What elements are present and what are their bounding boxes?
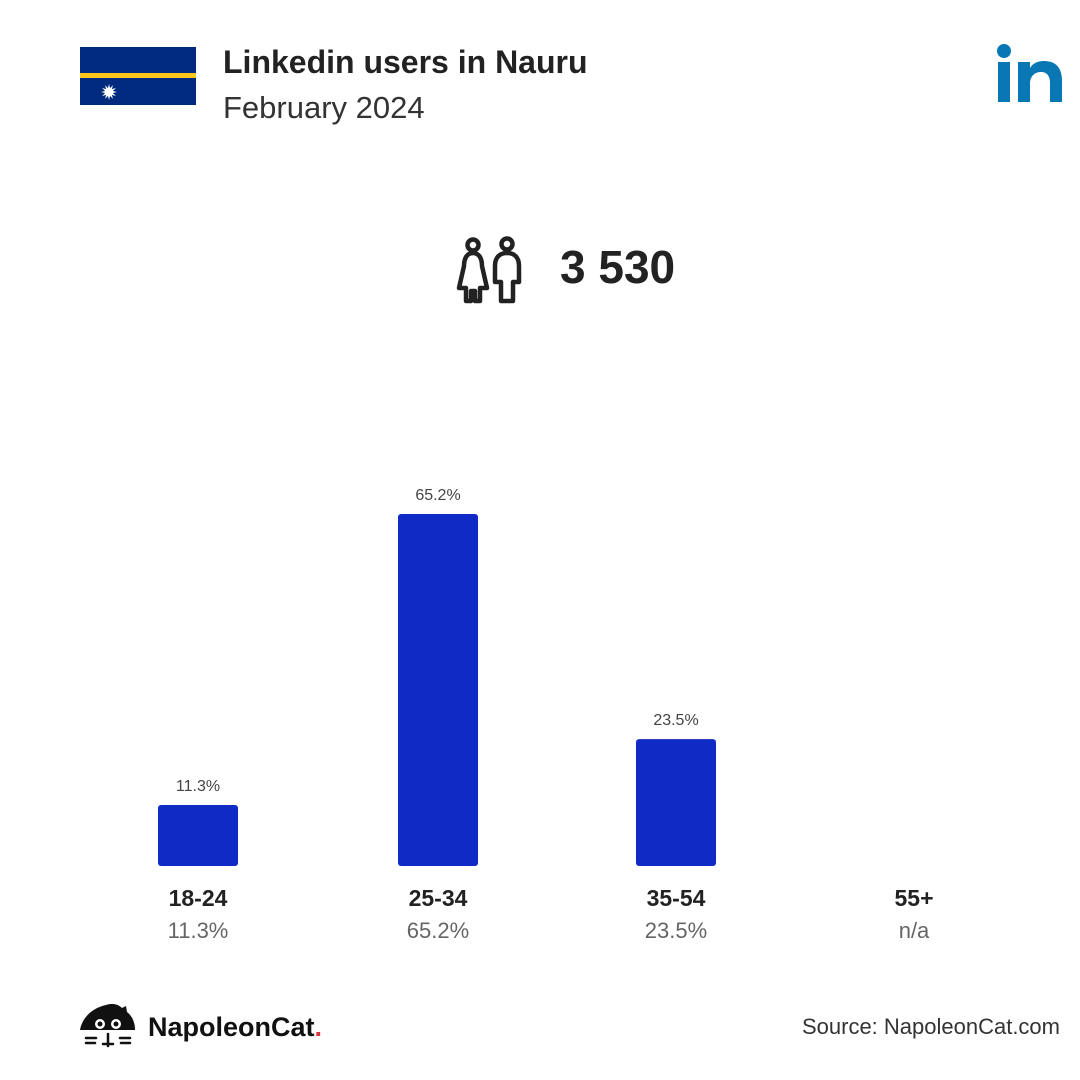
linkedin-logo-icon <box>997 44 1062 102</box>
bar-data-label: 11.3% <box>176 778 220 795</box>
brand-name-text: NapoleonCat <box>148 1012 315 1042</box>
brand-dot: . <box>314 1012 323 1042</box>
category-value-label: 11.3% <box>168 918 229 943</box>
category-label: 55+ <box>894 885 933 911</box>
napoleoncat-logo-icon <box>80 1004 135 1048</box>
category-value-label: 65.2% <box>407 918 469 943</box>
category-value-label: n/a <box>899 918 930 943</box>
bar-18-24 <box>158 804 238 866</box>
nauru-flag-icon <box>80 47 196 105</box>
brand-name: NapoleonCat. <box>148 1012 322 1043</box>
bar-35-54 <box>636 739 716 866</box>
bar-data-label: 65.2% <box>415 487 460 504</box>
total-users: 3 530 <box>560 241 676 293</box>
page-title: Linkedin users in Nauru <box>223 44 588 80</box>
bar-25-34 <box>398 514 478 866</box>
category-label: 25-34 <box>409 885 468 911</box>
category-label: 35-54 <box>647 885 706 911</box>
page-subtitle: February 2024 <box>223 90 425 125</box>
source-label: Source: NapoleonCat.com <box>801 1014 1060 1039</box>
category-label: 18-24 <box>169 885 228 911</box>
users-icon <box>456 236 522 304</box>
category-value-label: 23.5% <box>645 918 707 943</box>
bar-data-label: 23.5% <box>653 712 698 729</box>
